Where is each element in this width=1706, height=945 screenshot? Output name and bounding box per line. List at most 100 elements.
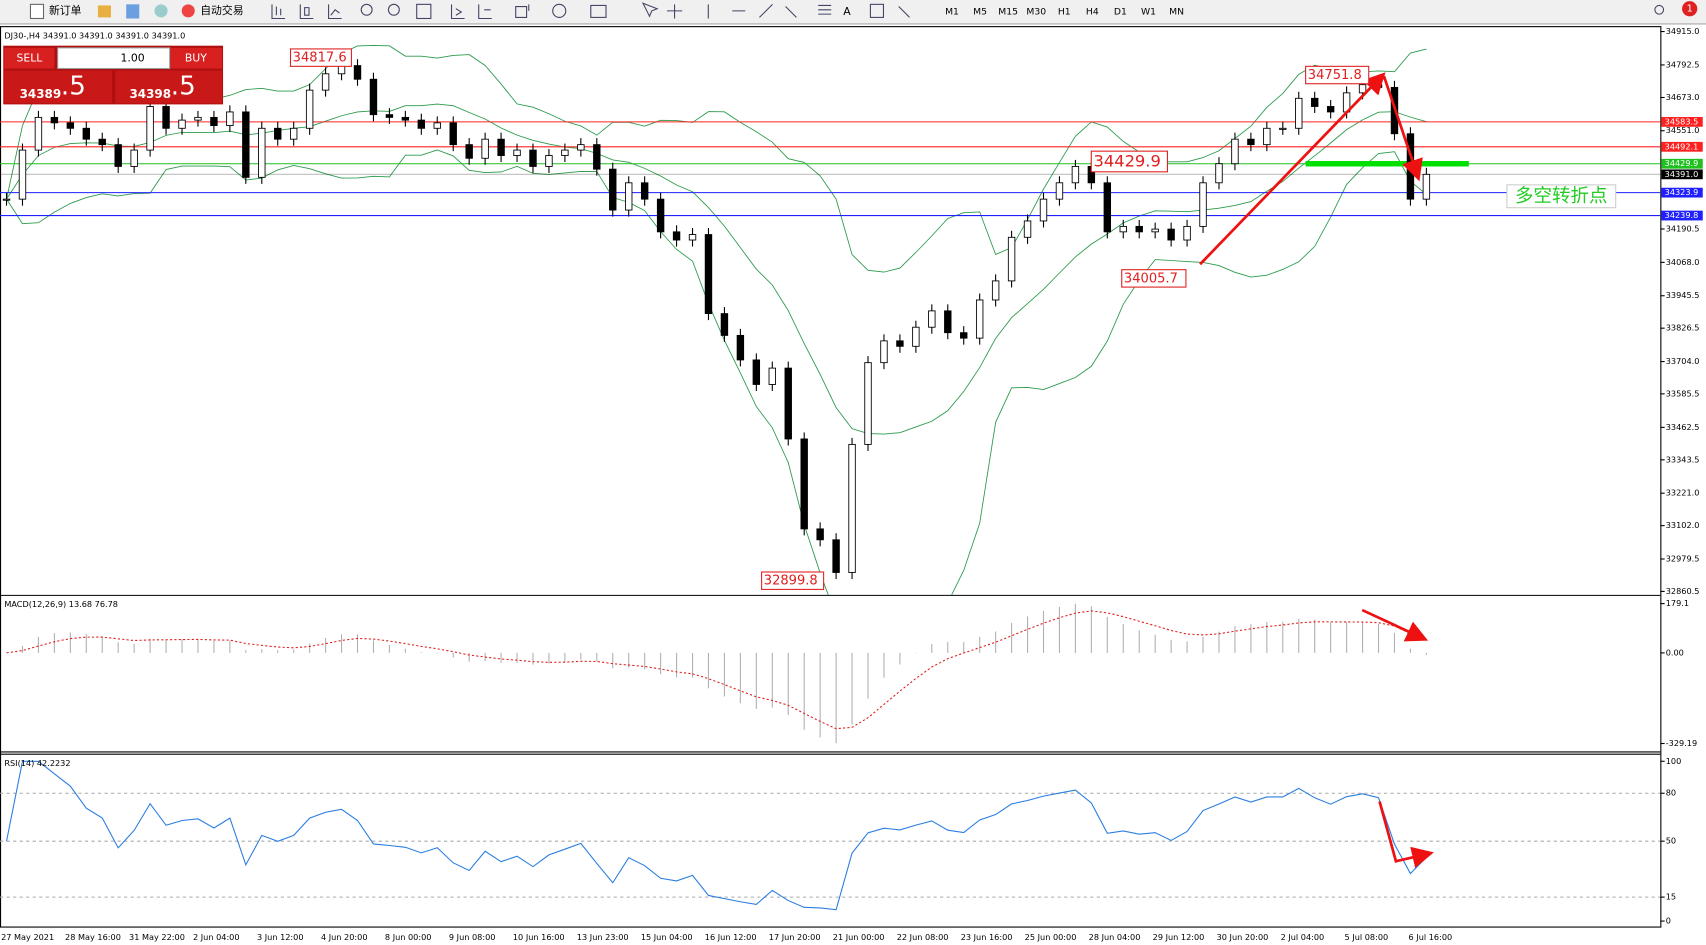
- candle: [991, 280, 1000, 301]
- candle: [736, 334, 745, 361]
- candle: [545, 155, 553, 167]
- auto-trade-button[interactable]: 自动交易: [200, 3, 243, 17]
- price-annotation-box: [761, 571, 825, 590]
- candle: [242, 111, 250, 178]
- buy-price-box[interactable]: [115, 70, 222, 104]
- price-label-box: [1661, 187, 1703, 198]
- y-tick-label: 32860.5: [1666, 586, 1700, 596]
- y-tick-label: 33102.0: [1666, 520, 1700, 530]
- candle: [1311, 97, 1319, 107]
- text-tool[interactable]: A: [843, 5, 851, 18]
- price-label: 34391.0: [1665, 169, 1699, 179]
- candle: [289, 127, 298, 140]
- sell-price-box[interactable]: [4, 70, 113, 104]
- y-tick-label: 34190.5: [1666, 223, 1700, 233]
- candle: [1023, 220, 1032, 238]
- x-tick-label: 28 May 16:00: [65, 932, 121, 942]
- candle: [625, 182, 633, 211]
- timeframe-button[interactable]: M30: [1026, 6, 1046, 17]
- x-tick-label: 15 Jun 04:00: [641, 932, 693, 942]
- price-annotation-box: [1305, 65, 1370, 85]
- x-tick-label: 13 Jun 23:00: [577, 932, 629, 942]
- candle: [162, 106, 170, 129]
- sell-button[interactable]: [4, 47, 55, 69]
- x-tick-label: 22 Jun 08:00: [897, 932, 949, 942]
- x-tick-label: 2 Jun 04:00: [193, 932, 240, 942]
- x-tick-label: 4 Jun 20:00: [321, 932, 368, 942]
- price-annotation: 34005.7: [1124, 271, 1178, 286]
- y-tick-label: 0.00: [1666, 647, 1684, 657]
- y-tick-label: 34915.0: [1666, 26, 1700, 36]
- candle: [385, 114, 394, 118]
- timeframe-button[interactable]: MN: [1169, 6, 1184, 17]
- candle: [18, 149, 27, 200]
- chart-info: DJ30-,H4 34391.0 34391.0 34391.0 34391.0: [4, 30, 185, 40]
- y-tick-label: 34551.0: [1666, 125, 1700, 135]
- y-tick-label: 32979.5: [1666, 554, 1700, 564]
- icon[interactable]: [154, 4, 168, 18]
- buy-price-pips[interactable]: .5: [171, 72, 196, 102]
- y-tick-label: 33704.0: [1666, 356, 1700, 366]
- lot-input[interactable]: [57, 47, 171, 70]
- y-tick-label: 33826.5: [1666, 323, 1700, 333]
- candle: [305, 89, 314, 129]
- x-tick-label: 25 Jun 00:00: [1025, 932, 1077, 942]
- timeframe-button[interactable]: H4: [1086, 6, 1099, 17]
- price-label: 34492.1: [1665, 141, 1699, 151]
- candle: [1263, 127, 1271, 146]
- price-label-box: [1661, 169, 1703, 180]
- timeframe-button[interactable]: M5: [973, 6, 987, 17]
- lot-value[interactable]: 1.00: [121, 52, 145, 65]
- candle: [1119, 225, 1127, 233]
- y-tick-label: 34673.0: [1666, 92, 1700, 102]
- candle: [561, 149, 569, 156]
- candle: [1071, 166, 1080, 184]
- price-label: 34323.9: [1665, 187, 1699, 197]
- toolbar-icons[interactable]: [271, 2, 1665, 20]
- candle: [864, 362, 872, 445]
- chart-frame: [0, 26, 1662, 928]
- candle: [481, 138, 489, 159]
- timeframe-button[interactable]: W1: [1141, 6, 1156, 17]
- sell-label[interactable]: SELL: [16, 52, 42, 65]
- new-order-button[interactable]: 新订单: [49, 3, 82, 17]
- timeframe-button[interactable]: M15: [998, 6, 1018, 17]
- sell-price-pips[interactable]: .5: [61, 72, 86, 102]
- y-tick-label: -329.19: [1666, 738, 1697, 748]
- y-tick-label: 0: [1666, 916, 1671, 926]
- sell-price[interactable]: 34389: [20, 87, 62, 101]
- y-tick-label: 34792.5: [1666, 59, 1700, 69]
- bollinger-band: [6, 45, 1427, 273]
- auto-trade-icon[interactable]: [181, 4, 195, 18]
- candle: [800, 438, 808, 530]
- candle: [975, 299, 984, 339]
- buy-label[interactable]: BUY: [185, 52, 207, 65]
- y-tick-label: 50: [1666, 836, 1676, 846]
- buy-price[interactable]: 34398: [129, 87, 171, 101]
- icon[interactable]: [97, 5, 111, 18]
- candle: [433, 122, 441, 129]
- notification-badge[interactable]: [1682, 1, 1698, 17]
- icon[interactable]: [126, 4, 140, 19]
- note-box: [1506, 184, 1617, 209]
- y-tick-label: 100: [1666, 756, 1682, 766]
- buy-button[interactable]: [170, 47, 222, 69]
- rsi-label: RSI(14) 42.2232: [4, 758, 70, 768]
- x-tick-label: 23 Jun 16:00: [961, 932, 1013, 942]
- candle: [1295, 97, 1303, 129]
- notification-count[interactable]: 1: [1687, 4, 1693, 15]
- timeframe-button[interactable]: D1: [1114, 6, 1127, 17]
- timeframe-button[interactable]: M1: [945, 6, 959, 17]
- x-tick-label: 6 Jul 16:00: [1409, 932, 1453, 942]
- candle: [1247, 138, 1255, 146]
- new-order-icon[interactable]: [29, 3, 45, 20]
- timeframe-button[interactable]: H1: [1058, 6, 1071, 17]
- candle: [944, 310, 952, 334]
- y-tick-label: 15: [1666, 892, 1676, 902]
- y-tick-label: 80: [1666, 788, 1676, 798]
- x-tick-label: 10 Jun 16:00: [513, 932, 565, 942]
- x-tick-label: 17 Jun 20:00: [769, 932, 821, 942]
- candle: [1055, 182, 1064, 200]
- candle: [274, 127, 282, 140]
